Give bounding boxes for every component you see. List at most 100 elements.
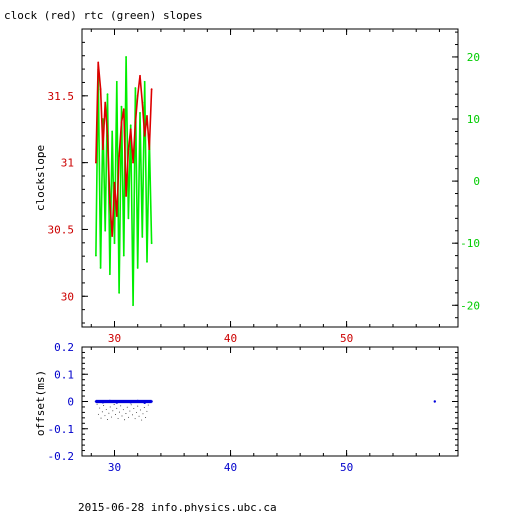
offset-outlier xyxy=(133,408,135,410)
offset-outlier xyxy=(134,418,136,420)
offset-outlier xyxy=(97,413,99,415)
offset-outlier xyxy=(130,404,132,406)
series-point-clock xyxy=(113,181,116,184)
offset-outlier xyxy=(128,416,130,418)
offset-outlier xyxy=(142,413,144,415)
series-point-clock xyxy=(143,135,146,137)
series-point-clock xyxy=(111,235,114,238)
offset-outlier xyxy=(104,415,106,417)
offset-outlier xyxy=(143,407,145,408)
offset-outlier xyxy=(118,411,120,413)
top-right-axis: -20 -10 0 10 20 xyxy=(452,31,480,319)
series-point-rtc xyxy=(108,273,111,276)
offset-outlier xyxy=(122,409,124,411)
bottom-left-tick-label-0: -0.2 xyxy=(48,450,75,463)
offset-point xyxy=(136,399,139,403)
series-point-clock xyxy=(115,215,118,217)
series-point-clock xyxy=(132,161,134,164)
bottom-x-tick-label-1: 40 xyxy=(224,461,237,474)
offset-outlier xyxy=(129,410,131,412)
top-y-axis-label: clockslope xyxy=(34,145,47,211)
top-left-tick-label-2: 31 xyxy=(61,157,74,170)
series-point-clock xyxy=(120,121,123,124)
offset-outlier xyxy=(114,414,116,416)
series-point-clock xyxy=(136,94,139,97)
series-point-clock xyxy=(106,135,109,137)
bottom-left-tick-label-4: 0.2 xyxy=(54,341,74,354)
offset-outlier xyxy=(138,415,140,417)
offset-outlier xyxy=(112,410,114,412)
top-plot-frame xyxy=(81,28,459,328)
footer-credit: 2015-06-28 info.physics.ubc.ca xyxy=(78,501,277,512)
series-point-rtc xyxy=(150,242,153,245)
series-point-clock xyxy=(141,101,144,104)
series-point-rtc xyxy=(99,267,102,269)
series-point-rtc xyxy=(143,80,146,83)
offset-point xyxy=(150,400,153,403)
offset-outlier xyxy=(121,415,123,417)
bottom-x-tick-label-0: 30 xyxy=(108,461,121,474)
bottom-series-layer xyxy=(94,399,436,421)
offset-outlier xyxy=(147,404,149,406)
offset-outlier xyxy=(145,417,147,419)
bottom-left-tick-label-1: -0.1 xyxy=(48,423,75,436)
offset-outlier xyxy=(108,412,110,414)
offset-point xyxy=(94,400,98,403)
series-point-rtc xyxy=(134,87,137,89)
offset-outlier xyxy=(137,405,139,407)
series-point-rtc xyxy=(125,56,127,58)
series-point-clock xyxy=(108,201,111,204)
series-point-rtc xyxy=(106,93,109,96)
bottom-left-axis: -0.2 -0.1 0 0.1 0.2 xyxy=(48,341,458,463)
series-point-clock xyxy=(101,148,104,151)
series-point-clock xyxy=(148,148,151,151)
offset-outlier xyxy=(101,411,103,413)
series-point-clock xyxy=(150,88,153,91)
series-point-rtc xyxy=(129,124,132,127)
offset-outlier xyxy=(109,406,111,408)
offset-point xyxy=(108,399,112,403)
bottom-left-tick-label-2: 0 xyxy=(67,396,74,409)
top-bottom-axis: 30 40 50 xyxy=(90,29,440,345)
series-point-rtc xyxy=(118,291,121,294)
offset-outlier xyxy=(146,410,148,412)
offset-outlier xyxy=(107,419,109,420)
top-right-tick-label-1: -10 xyxy=(460,237,480,250)
offset-outlier xyxy=(111,416,112,418)
series-point-clock xyxy=(97,61,100,64)
top-x-tick-label-2: 50 xyxy=(340,332,353,345)
series-point-rtc xyxy=(127,217,130,220)
top-right-tick-label-0: -20 xyxy=(460,299,480,312)
series-point-clock xyxy=(146,114,148,117)
offset-outlier xyxy=(139,409,141,411)
top-right-tick-label-3: 10 xyxy=(467,113,480,126)
offset-outlier xyxy=(132,414,133,416)
series-point-clock xyxy=(99,88,102,91)
top-series-layer xyxy=(95,56,153,307)
series-point-rtc xyxy=(120,105,123,108)
series-line-rtc xyxy=(95,56,153,306)
offset-point xyxy=(433,400,436,403)
offset-outlier xyxy=(124,419,126,421)
series-point-rtc xyxy=(113,242,116,245)
offset-outlier xyxy=(120,405,122,407)
offset-outlier xyxy=(117,417,119,419)
top-left-tick-label-1: 30.5 xyxy=(48,223,75,236)
series-point-clock xyxy=(125,195,127,197)
top-x-tick-label-0: 30 xyxy=(108,332,121,345)
offset-outlier xyxy=(126,406,128,408)
series-point-rtc xyxy=(146,260,148,263)
series-point-clock xyxy=(104,101,107,104)
series-point-clock xyxy=(95,161,97,164)
offset-outlier xyxy=(96,403,98,405)
offset-point xyxy=(101,401,105,404)
offset-outlier xyxy=(113,404,115,405)
offset-outlier xyxy=(105,408,107,410)
chart-title: clock (red) rtc (green) slopes xyxy=(4,9,203,22)
offset-outlier xyxy=(99,407,101,409)
offset-outlier xyxy=(100,417,102,419)
bottom-left-tick-label-3: 0.1 xyxy=(54,368,74,381)
top-x-tick-label-1: 40 xyxy=(224,332,237,345)
series-point-rtc xyxy=(115,80,118,83)
